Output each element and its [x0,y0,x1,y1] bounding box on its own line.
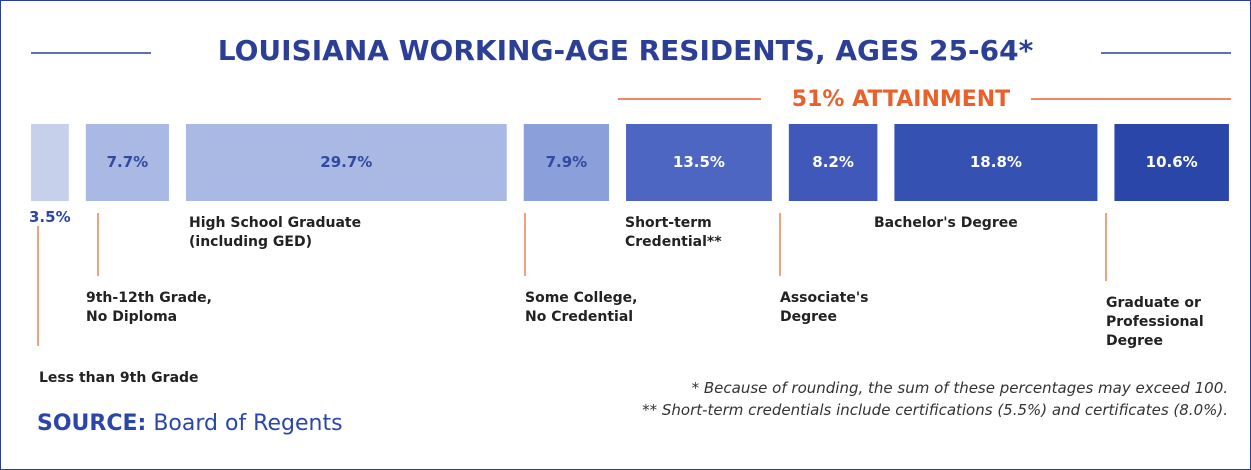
bar-segment [1114,124,1229,201]
category-label: Bachelor's Degree [874,215,1018,231]
value-label: 13.5% [672,152,725,171]
value-label: 7.7% [106,152,149,171]
source-label: SOURCE: [37,411,147,436]
source-name: Board of Regents [153,411,343,436]
value-label: 3.5% [29,208,71,226]
bar-segment [626,124,772,201]
category-label: Short-term Credential** [625,215,722,250]
category-label: High School Graduate (including GED) [189,215,362,250]
category-label: Less than 9th Grade [39,370,199,386]
bar-segment [523,124,610,201]
value-label: 7.9% [545,152,588,171]
bar-segment [788,124,878,201]
footnote: ** Short-term credentials include certif… [642,401,1228,419]
value-label: 29.7% [320,152,373,171]
category-label: Associate's Degree [780,290,869,325]
value-label: 8.2% [812,152,854,171]
bar-segment [185,124,507,201]
category-label: 9th-12th Grade, No Diploma [86,290,212,325]
value-label: 10.6% [1145,152,1198,171]
chart-title: LOUISIANA WORKING-AGE RESIDENTS, AGES 25… [217,34,1034,67]
category-label: Graduate or Professional Degree [1106,295,1204,349]
bar-segment [85,124,169,201]
value-label: 18.8% [969,152,1022,171]
bar-segment [894,124,1098,201]
category-label: Some College, No Credential [525,290,638,325]
source: SOURCE: Board of Regents [37,411,343,436]
annotation: 51% ATTAINMENT [791,87,1011,112]
bar-segment [31,124,69,201]
footnote: * Because of rounding, the sum of these … [691,379,1228,397]
